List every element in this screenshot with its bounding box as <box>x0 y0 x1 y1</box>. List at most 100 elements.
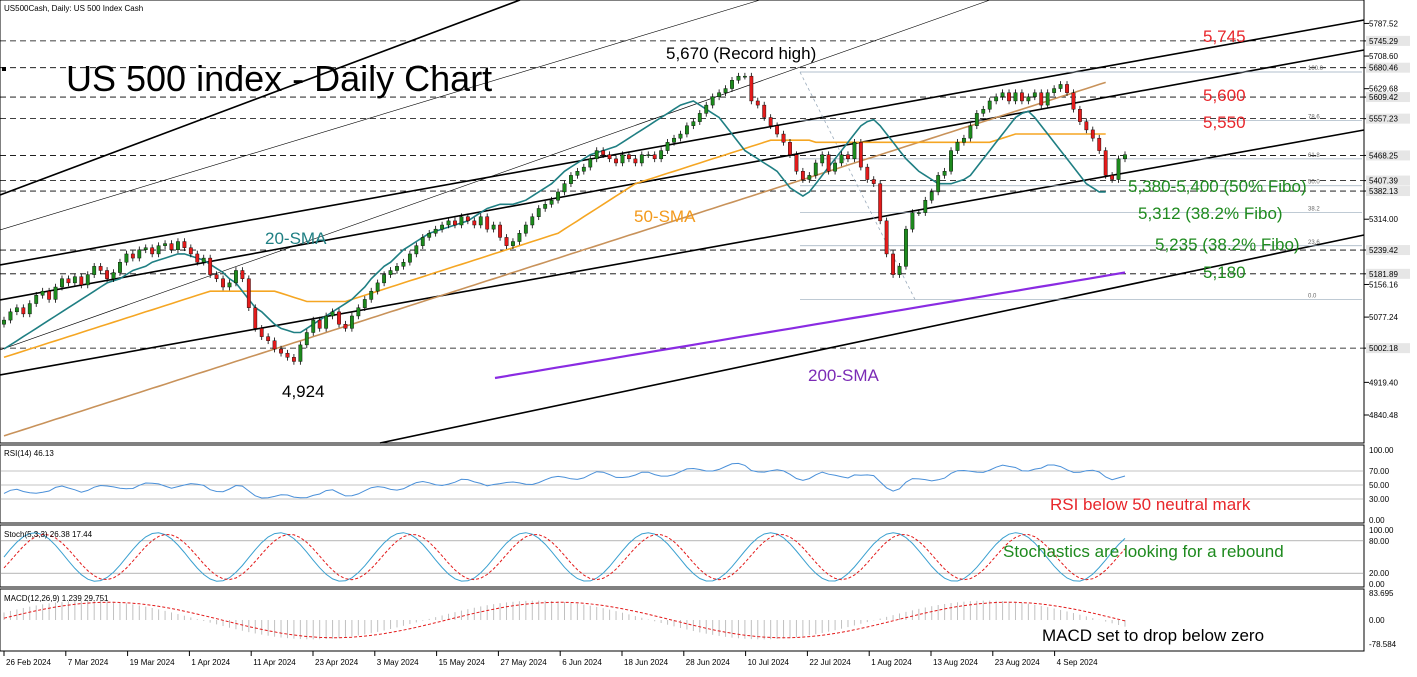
candle-body <box>8 311 13 321</box>
candle-body <box>369 290 374 300</box>
candle-body <box>330 311 335 317</box>
price-tick-label: 5745.29 <box>1369 37 1398 46</box>
price-tick-highlight <box>1366 343 1410 354</box>
low-label: 4,924 <box>282 382 325 401</box>
candle-body <box>2 319 6 325</box>
candle-body <box>298 344 303 362</box>
stochastic-indicator: 100.00 80.00 20.00 0.00 <box>0 526 1394 589</box>
page-title: US 500 index - Daily Chart <box>66 58 492 99</box>
stoch-signal-line <box>3 533 1126 581</box>
candle-body <box>234 270 238 284</box>
candle-body <box>594 150 599 160</box>
level-5235-label: 5,235 (38.2% Fibo) <box>1155 235 1300 254</box>
candle-body <box>465 216 470 222</box>
date-label: 7 Mar 2024 <box>68 658 109 667</box>
macd-tick-label: 83.695 <box>1369 589 1394 598</box>
candle-body <box>504 237 509 246</box>
rsi-note: RSI below 50 neutral mark <box>1050 495 1251 514</box>
candle-body <box>659 150 664 160</box>
candle-body <box>652 154 657 160</box>
price-tick-label: 5181.89 <box>1369 270 1398 279</box>
date-label: 23 Aug 2024 <box>995 658 1040 667</box>
candle-body <box>742 75 747 78</box>
macd-tick-label: 0.00 <box>1369 616 1385 625</box>
candle-body <box>111 272 116 279</box>
candle-body <box>1045 92 1050 106</box>
stoch-note: Stochastics are looking for a rebound <box>1003 542 1284 561</box>
sma200-label: 200-SMA <box>808 366 880 385</box>
candle-body <box>382 274 387 284</box>
trend-line <box>0 19 1365 266</box>
candle-body <box>266 336 271 341</box>
price-tick-label: 5382.13 <box>1369 187 1398 196</box>
candle-body <box>240 270 245 279</box>
candle-body <box>672 137 676 143</box>
candle-body <box>40 290 45 296</box>
candle-body <box>27 303 32 315</box>
fibo-label: 100.0 <box>1308 66 1324 72</box>
fibo-label: 50.0 <box>1308 180 1320 186</box>
candle-body <box>1110 175 1115 180</box>
price-tick-label: 5609.42 <box>1369 93 1398 102</box>
candle-body <box>98 266 103 271</box>
candle-body <box>974 113 979 126</box>
date-label: 4 Sep 2024 <box>1057 658 1098 667</box>
candle-body <box>485 216 490 230</box>
candle-body <box>794 154 799 172</box>
candle-body <box>549 199 554 205</box>
candle-body <box>395 266 399 271</box>
candle-body <box>143 247 148 251</box>
candle-body <box>665 142 670 151</box>
level-5312-label: 5,312 (38.2% Fibo) <box>1138 204 1283 223</box>
candle-body <box>569 175 573 184</box>
candle-body <box>66 278 71 284</box>
candle-body <box>1103 150 1108 176</box>
candle-body <box>453 220 457 226</box>
candle-body <box>717 92 722 98</box>
level-5180-label: 5,180 <box>1203 263 1246 282</box>
trend-channel <box>0 0 1365 444</box>
candle-body <box>1052 88 1057 93</box>
rsi-tick-label: 0.00 <box>1369 516 1385 525</box>
candle-body <box>678 133 683 139</box>
candle-body <box>459 216 464 226</box>
fibo-label: 61.8 <box>1308 153 1320 159</box>
candle-body <box>543 204 548 209</box>
candle-body <box>362 299 367 308</box>
candle-body <box>60 278 64 288</box>
candle-body <box>472 220 477 226</box>
candle-body <box>575 171 580 176</box>
candle-body <box>272 340 277 350</box>
price-tick-label: 5077.24 <box>1369 313 1398 322</box>
date-label: 26 Feb 2024 <box>6 658 51 667</box>
price-tick-highlight <box>1366 150 1410 161</box>
candle-body <box>324 315 329 329</box>
candle-body <box>349 315 354 329</box>
candle-body <box>1097 137 1102 151</box>
date-label: 15 May 2024 <box>439 658 486 667</box>
stoch-main-line <box>3 532 1126 582</box>
candle-body <box>704 104 709 114</box>
candle-body <box>53 286 58 300</box>
price-tick-label: 5002.18 <box>1369 344 1398 353</box>
candle-body <box>639 154 644 164</box>
candle-body <box>897 266 902 275</box>
candle-body <box>620 154 625 164</box>
candle-body <box>601 150 606 155</box>
candle-body <box>130 253 135 259</box>
price-tick-label: 4919.40 <box>1369 378 1398 387</box>
candle-body <box>884 220 889 255</box>
date-label: 13 Aug 2024 <box>933 658 978 667</box>
sma100-line <box>3 81 1106 437</box>
horizontal-levels <box>0 40 1364 349</box>
candle-body <box>511 241 515 246</box>
moving-averages <box>3 81 1126 437</box>
candle-body <box>279 348 283 354</box>
candle-body <box>949 150 953 172</box>
date-label: 3 May 2024 <box>377 658 419 667</box>
candle-body <box>375 282 380 292</box>
candle-body <box>163 243 167 246</box>
price-tick-highlight <box>1366 245 1410 256</box>
candle-body <box>446 220 451 226</box>
candle-body <box>440 224 444 230</box>
